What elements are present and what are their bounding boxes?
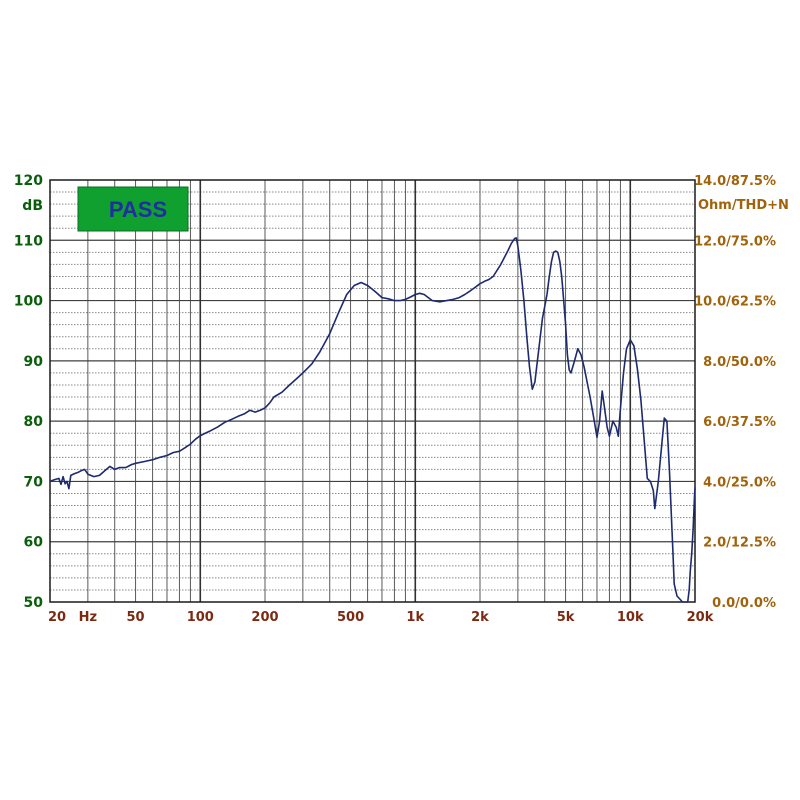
major-horizontal-gridlines [50, 239, 695, 543]
x-tick-label: 1k [406, 610, 424, 625]
x-tick-label: 200 [251, 610, 278, 625]
right-tick-label: 10.0/62.5% [694, 295, 776, 310]
x-tick-label: 20 [48, 610, 66, 625]
left-tick-label: 80 [24, 414, 44, 430]
x-tick-label: 50 [127, 610, 145, 625]
left-tick-label: 110 [14, 233, 43, 249]
right-tick-label: 12.0/75.0% [694, 234, 776, 249]
major-vertical-gridlines [199, 180, 632, 602]
left-tick-label: 100 [14, 294, 43, 310]
left-tick-label: 70 [24, 474, 44, 490]
x-tick-label: 100 [187, 610, 214, 625]
series-line [49, 237, 696, 603]
minor-vertical-gridlines [87, 180, 621, 602]
x-tick-label: 20k [687, 610, 714, 625]
x-tick-label: 500 [337, 610, 364, 625]
left-tick-label: 60 [24, 535, 44, 551]
right-tick-label: 4.0/25.0% [703, 475, 776, 490]
left-tick-label: 120 [14, 173, 43, 189]
status-badge: PASS [77, 186, 189, 232]
left-axis-unit: dB [22, 198, 43, 214]
right-axis-unit: Ohm/THD+N [698, 198, 789, 213]
x-tick-label: 2k [471, 610, 489, 625]
series-layer [49, 237, 696, 603]
plot-frame [49, 179, 696, 603]
right-axis-tick-labels: 0.0/0.0% 2.0/12.5% 4.0/25.0% 6.0/37.5% 8.0/5… [694, 174, 776, 611]
x-tick-label: 10k [617, 610, 644, 625]
right-tick-label: 0.0/0.0% [712, 596, 776, 611]
x-axis-unit: Hz [79, 610, 97, 625]
right-tick-label: 6.0/37.5% [703, 415, 776, 430]
left-axis-tick-labels: 50 60 70 80 90 100 110 120 [14, 173, 43, 611]
status-badge-label: PASS [109, 197, 167, 222]
x-tick-label: 5k [557, 610, 575, 625]
left-tick-label: 90 [24, 354, 44, 370]
minor-horizontal-gridlines [50, 191, 695, 591]
right-tick-label: 8.0/50.0% [703, 355, 776, 370]
left-tick-label: 50 [24, 595, 44, 611]
right-tick-label: 2.0/12.5% [703, 536, 776, 551]
x-axis-tick-labels: 20 50 100 200 500 1k 2k 5k 10k 20k [48, 610, 714, 625]
right-tick-label: 14.0/87.5% [694, 174, 776, 189]
